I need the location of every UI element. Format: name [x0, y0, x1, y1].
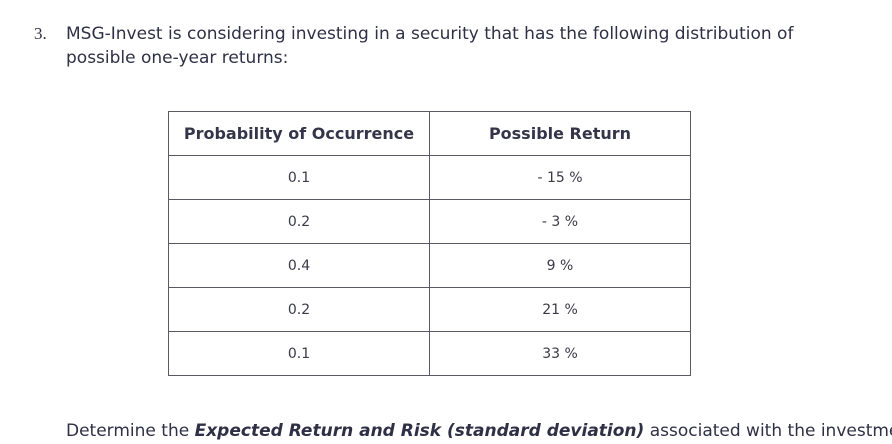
table-header-row: Probability of Occurrence Possible Retur… — [168, 111, 691, 156]
probability-cell: 0.2 — [168, 287, 430, 332]
return-cell: 33 % — [429, 331, 691, 376]
instruction-suffix: associated with the investment? — [649, 421, 892, 441]
instruction-prefix: Determine the — [66, 421, 195, 441]
question-text: MSG-Invest is considering investing in a… — [66, 24, 794, 68]
return-cell: 9 % — [429, 243, 691, 288]
probability-cell: 0.1 — [168, 331, 430, 376]
return-cell: 21 % — [429, 287, 691, 332]
return-cell: - 15 % — [429, 155, 691, 200]
table-row: 0.1 33 % — [168, 331, 691, 376]
table-row: 0.4 9 % — [168, 243, 691, 288]
return-cell: - 3 % — [429, 199, 691, 244]
probability-cell: 0.4 — [168, 243, 430, 288]
table-row: 0.2 21 % — [168, 287, 691, 332]
table-row: 0.1 - 15 % — [168, 155, 691, 200]
probability-cell: 0.2 — [168, 199, 430, 244]
header-return: Possible Return — [429, 111, 691, 156]
return-distribution-table: Probability of Occurrence Possible Retur… — [168, 111, 691, 376]
header-probability: Probability of Occurrence — [168, 111, 430, 156]
probability-cell: 0.1 — [168, 155, 430, 200]
question-block: 3. MSG-Invest is considering investing i… — [34, 22, 864, 68]
instruction-emphasis: Expected Return and Risk (standard devia… — [194, 421, 645, 441]
question-number: 3. — [34, 24, 47, 43]
table-row: 0.2 - 3 % — [168, 199, 691, 244]
instruction-text: Determine the Expected Return and Risk (… — [66, 420, 892, 442]
